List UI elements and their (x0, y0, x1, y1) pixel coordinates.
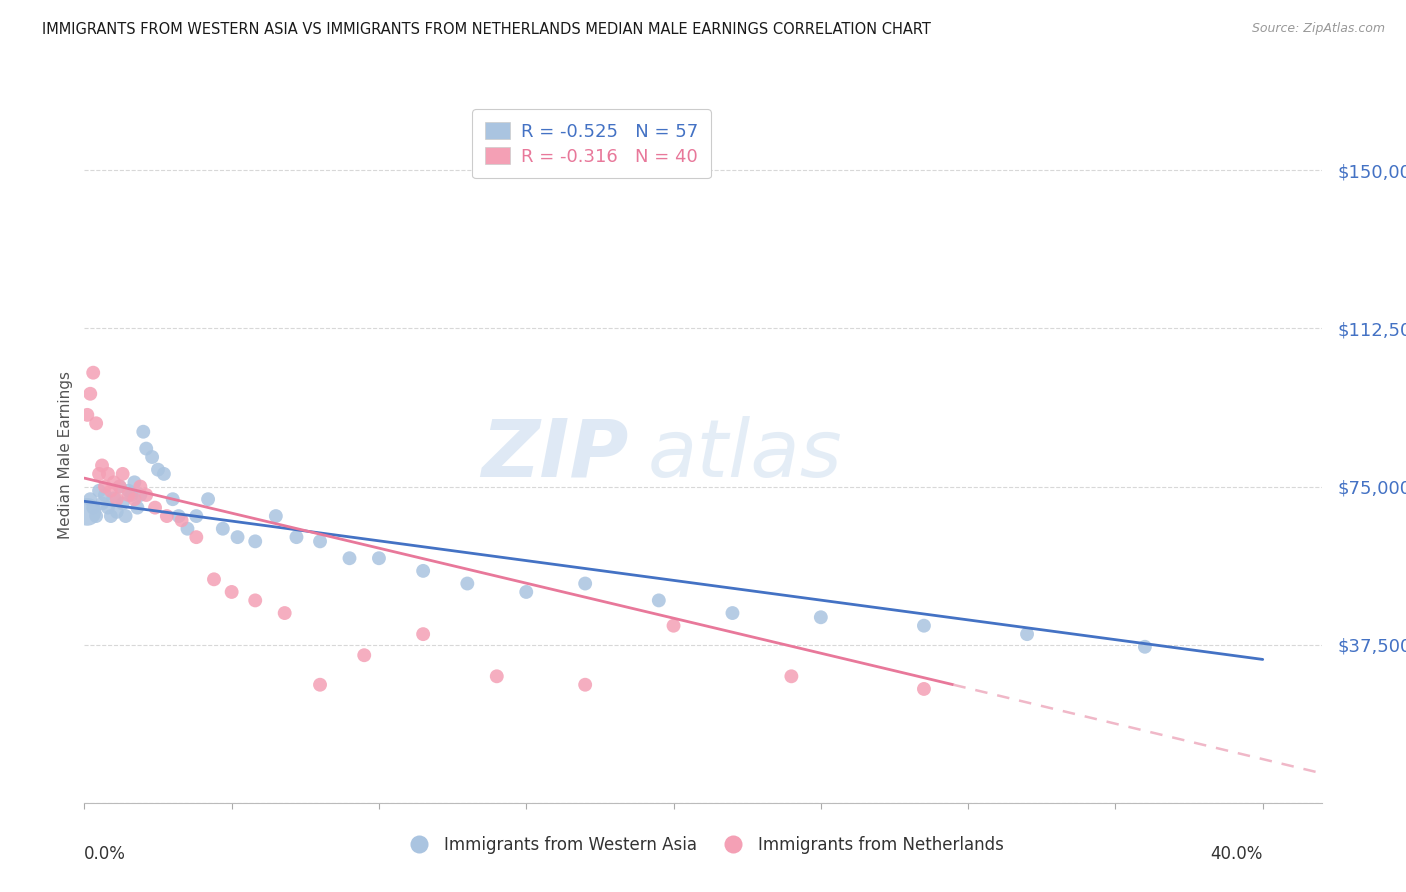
Point (111, 467, 134, 481)
Text: ZIP: ZIP (481, 416, 628, 494)
Point (124, 492, 146, 507)
Point (117, 483, 139, 498)
Point (103, 492, 125, 507)
Point (111, 496, 134, 510)
Point (153, 467, 176, 481)
Point (97, 500, 120, 515)
Text: 40.0%: 40.0% (1211, 845, 1263, 863)
Point (485, 669, 508, 683)
Point (574, 678, 596, 692)
Text: Source: ZipAtlas.com: Source: ZipAtlas.com (1251, 22, 1385, 36)
Point (1015, 627, 1038, 641)
Point (76, 408, 98, 422)
Point (105, 505, 128, 519)
Point (309, 534, 332, 549)
Point (91, 458, 114, 473)
Point (135, 442, 157, 456)
Point (79, 492, 101, 507)
Point (245, 593, 267, 607)
Point (412, 627, 434, 641)
Point (124, 475, 146, 490)
Point (100, 483, 122, 498)
Point (721, 606, 744, 620)
Point (810, 610, 832, 624)
Point (97, 467, 120, 481)
Point (197, 492, 219, 507)
Point (108, 479, 131, 493)
Text: IMMIGRANTS FROM WESTERN ASIA VS IMMIGRANTS FROM NETHERLANDS MEDIAN MALE EARNINGS: IMMIGRANTS FROM WESTERN ASIA VS IMMIGRAN… (42, 22, 931, 37)
Point (339, 551, 361, 566)
Y-axis label: Median Male Earnings: Median Male Earnings (58, 371, 73, 539)
Point (167, 509, 190, 524)
Point (141, 450, 163, 464)
Point (146, 463, 169, 477)
Point (456, 576, 478, 591)
Point (162, 492, 184, 507)
Point (662, 618, 685, 632)
Point (82, 500, 104, 515)
Point (368, 551, 391, 566)
Point (108, 479, 131, 493)
Point (156, 509, 179, 524)
Text: atlas: atlas (647, 416, 842, 494)
Point (912, 618, 935, 632)
Point (87, 467, 110, 481)
Point (273, 606, 295, 620)
Point (84, 509, 107, 524)
Point (91, 496, 114, 510)
Point (121, 488, 143, 502)
Point (105, 492, 128, 507)
Point (100, 509, 122, 524)
Point (353, 648, 375, 663)
Point (117, 488, 139, 502)
Point (515, 585, 537, 599)
Point (574, 576, 596, 591)
Point (84, 417, 107, 431)
Point (79, 386, 101, 401)
Point (186, 530, 208, 544)
Point (135, 488, 157, 502)
Point (94, 479, 117, 493)
Point (103, 475, 125, 490)
Point (186, 509, 208, 524)
Point (176, 522, 198, 536)
Point (82, 366, 104, 380)
Point (264, 509, 287, 524)
Point (309, 678, 332, 692)
Point (780, 669, 803, 683)
Point (912, 681, 935, 696)
Point (114, 509, 136, 524)
Legend: Immigrants from Western Asia, Immigrants from Netherlands: Immigrants from Western Asia, Immigrants… (395, 830, 1011, 861)
Point (87, 483, 110, 498)
Point (143, 500, 166, 515)
Point (129, 479, 152, 493)
Point (202, 572, 225, 586)
Point (648, 593, 671, 607)
Point (221, 585, 243, 599)
Point (129, 488, 152, 502)
Point (132, 425, 155, 439)
Point (211, 522, 233, 536)
Text: 0.0%: 0.0% (84, 845, 127, 863)
Point (226, 530, 249, 544)
Point (94, 488, 117, 502)
Point (1133, 640, 1156, 654)
Point (127, 500, 149, 515)
Point (412, 564, 434, 578)
Point (285, 530, 308, 544)
Point (170, 513, 193, 527)
Point (76, 505, 98, 519)
Point (245, 534, 267, 549)
